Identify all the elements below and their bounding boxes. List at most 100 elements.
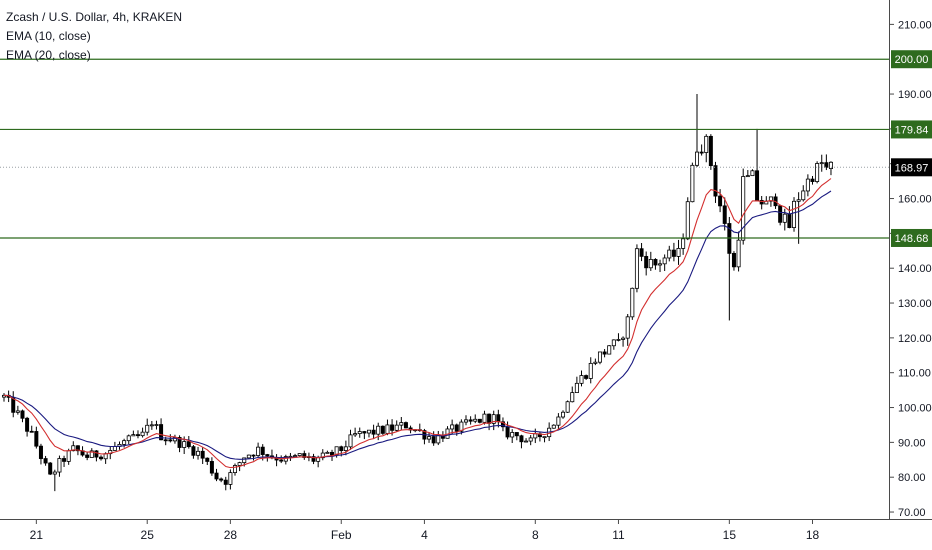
candle-body <box>394 424 399 431</box>
candle-body <box>237 462 242 466</box>
candle-body <box>468 419 473 422</box>
candle-body <box>246 454 251 459</box>
candle-body <box>699 151 704 154</box>
candle-body <box>792 200 797 229</box>
last-price-badge <box>891 158 932 177</box>
candle-body <box>588 362 593 379</box>
candle-body <box>99 456 104 460</box>
candle-body <box>297 453 302 456</box>
candle-body <box>491 414 496 424</box>
candle-body <box>75 445 80 452</box>
time-tick-label: 11 <box>612 528 625 542</box>
candle-body <box>671 249 676 257</box>
symbol-title[interactable]: Zcash / U.S. Dollar, 4h, KRAKEN <box>6 10 183 24</box>
horizontal-levels[interactable]: 200.00 179.84 148.68 <box>0 50 932 247</box>
candle-body <box>459 421 464 432</box>
candle-body <box>177 437 182 448</box>
candle-body <box>482 413 487 423</box>
candle-body <box>755 170 760 201</box>
level-price-badge <box>891 50 932 69</box>
candle-body <box>43 458 48 464</box>
candle-body <box>343 446 348 451</box>
candle-body <box>579 375 584 384</box>
candle-body <box>34 431 39 447</box>
ema-10-legend[interactable]: EMA (10, close) <box>6 29 91 43</box>
candle-body <box>163 439 168 442</box>
candle-body <box>149 424 154 427</box>
candle-body <box>801 190 806 201</box>
level-price-label: 200.00 <box>895 54 929 66</box>
candle-body <box>371 429 376 435</box>
level-price-label: 148.68 <box>895 233 929 245</box>
candle-body <box>200 450 205 459</box>
candle-body <box>366 429 371 434</box>
candle-body <box>778 205 783 223</box>
candle-body <box>741 176 746 241</box>
candle-body <box>62 458 67 462</box>
candle-body <box>126 435 131 442</box>
candle-body <box>57 458 62 473</box>
candle-body <box>695 151 700 166</box>
candle-body <box>94 450 99 458</box>
candle-body <box>293 455 298 457</box>
price-tick-label: 120.00 <box>898 333 932 345</box>
candle-body <box>71 445 76 452</box>
candle-body <box>528 437 533 442</box>
candle-body <box>805 178 810 192</box>
candle-body <box>662 257 667 265</box>
candle-body <box>473 418 478 422</box>
candle-body <box>570 392 575 403</box>
candle-body <box>135 434 140 437</box>
time-tick-label: 21 <box>30 528 44 542</box>
candle-body <box>722 205 727 224</box>
time-tick-label: Feb <box>331 528 352 542</box>
candle-body <box>630 287 635 318</box>
time-tick-label: 18 <box>806 528 820 542</box>
candle-body <box>768 196 773 202</box>
candle-body <box>621 337 626 340</box>
candle-body <box>25 417 30 432</box>
candle-body <box>89 450 94 458</box>
candle-body <box>20 410 25 419</box>
candle-body <box>380 425 385 434</box>
candle-body <box>514 432 519 437</box>
candle-body <box>38 445 43 459</box>
candle-body <box>551 424 556 429</box>
candle-body <box>436 434 441 444</box>
ema-10-line <box>3 178 832 469</box>
candle-body <box>634 248 639 289</box>
candle-body <box>648 259 653 269</box>
level-price-badge <box>891 120 932 139</box>
candle-body <box>602 351 607 355</box>
candle-body <box>824 162 829 168</box>
time-axis[interactable]: 21 25 28 Feb 4 8 11 15 18 <box>30 519 820 542</box>
candle-body <box>311 456 316 462</box>
candle-body <box>496 414 501 423</box>
candle-body <box>736 239 741 268</box>
last-price-marker: 168.97 <box>0 158 932 177</box>
candle-body <box>196 450 201 456</box>
candle-body <box>487 413 492 424</box>
candle-body <box>787 213 792 229</box>
time-tick-label: 15 <box>723 528 737 542</box>
candle-body <box>718 195 723 207</box>
candle-body <box>584 375 589 379</box>
ema-20-legend[interactable]: EMA (20, close) <box>6 48 91 62</box>
candle-body <box>625 316 630 339</box>
candle-body <box>810 178 815 182</box>
candle-body <box>256 446 261 456</box>
candle-body <box>524 440 529 443</box>
price-tick-label: 70.00 <box>898 507 926 519</box>
candle-body <box>690 164 695 203</box>
candle-body <box>403 422 408 429</box>
candle-body <box>653 259 658 266</box>
candle-body <box>745 175 750 178</box>
price-tick-label: 110.00 <box>898 368 931 380</box>
candle-body <box>214 472 219 480</box>
time-tick-label: 8 <box>532 528 539 542</box>
candle-body <box>390 424 395 431</box>
candle-body <box>242 457 247 464</box>
candle-body <box>131 434 136 437</box>
candle-body <box>676 248 681 257</box>
